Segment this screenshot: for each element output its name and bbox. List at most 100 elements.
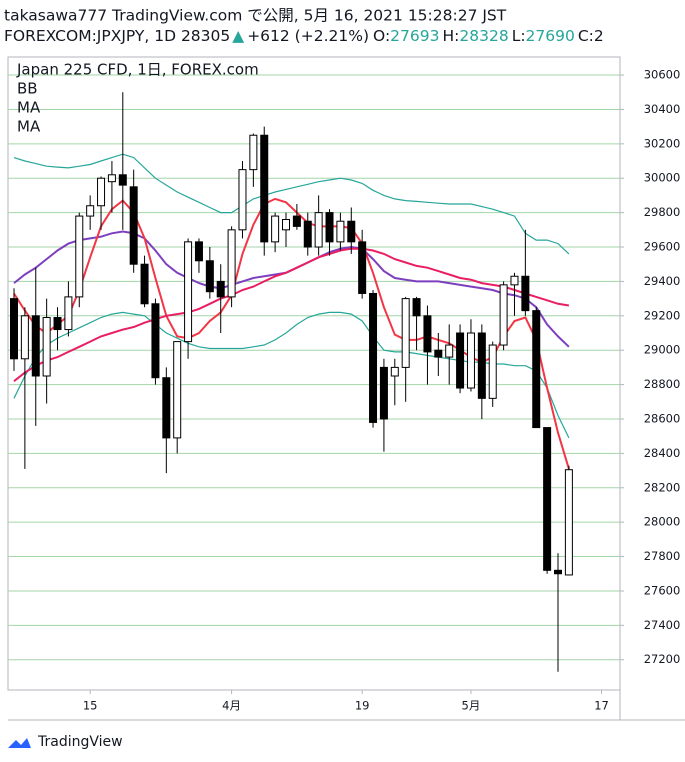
candle-body xyxy=(445,344,454,358)
indicator-line xyxy=(13,247,570,382)
change: +612 (+2.21%) xyxy=(247,27,369,45)
legend-entry: MA xyxy=(17,118,41,136)
candle-body xyxy=(227,229,236,298)
candle-body xyxy=(456,332,465,389)
indicators xyxy=(13,153,570,470)
candle-body xyxy=(151,303,160,379)
candle-body xyxy=(325,212,334,243)
candle-body xyxy=(499,284,508,346)
candle-body xyxy=(303,220,312,248)
candle-body xyxy=(216,280,225,298)
candles xyxy=(10,92,573,672)
change-arrow: ▲ xyxy=(232,27,244,45)
candle-body xyxy=(369,292,378,423)
candle-body xyxy=(282,219,290,231)
y-tick-label: 30000 xyxy=(644,171,681,185)
candle-body xyxy=(194,241,203,262)
candle-body xyxy=(434,349,443,358)
y-tick-label: 29600 xyxy=(644,240,681,254)
candle-body xyxy=(20,315,29,360)
candle-body xyxy=(554,569,562,575)
y-tick-label: 28600 xyxy=(644,411,681,425)
candle-body xyxy=(64,296,73,331)
indicator-line xyxy=(13,153,570,255)
x-tick-label: 4月 xyxy=(222,699,241,713)
candle-body xyxy=(86,205,95,217)
x-tick-label: 15 xyxy=(83,699,98,713)
candle-body xyxy=(347,220,356,243)
low-value: 27690 xyxy=(526,27,575,45)
candle-body xyxy=(510,275,519,286)
candle-body xyxy=(532,310,541,429)
candle-body xyxy=(543,427,552,571)
candle-body xyxy=(184,241,193,343)
candle-body xyxy=(292,215,301,227)
chart-title: Japan 225 CFD, 1日, FOREX.com xyxy=(16,61,259,79)
candle-body xyxy=(379,366,388,420)
open-value: 27693 xyxy=(390,27,439,45)
candle-body xyxy=(564,469,573,576)
high-label: H: xyxy=(442,27,459,45)
y-tick-label: 27200 xyxy=(644,652,681,666)
candle-body xyxy=(53,317,62,331)
x-tick-label: 19 xyxy=(355,699,370,713)
legend-entry: BB xyxy=(17,80,38,98)
pane-frame xyxy=(7,56,621,691)
close-label: C:2 xyxy=(578,27,604,45)
candle-body xyxy=(205,260,214,293)
candle-body xyxy=(466,332,475,389)
candle-body xyxy=(162,377,171,439)
candle-body xyxy=(249,134,258,171)
candle-body xyxy=(10,298,18,360)
candle-body xyxy=(260,134,269,243)
publish-line: takasawa777 TradingView.com で公開, 5月 16, … xyxy=(4,7,507,25)
low-label: L: xyxy=(512,27,526,45)
symbol-line: FOREXCOM:JPXJPY, 1D 28305 ▲ +612 (+2.21%) O… xyxy=(4,27,604,45)
x-tick-label: 17 xyxy=(594,699,609,713)
candle-body xyxy=(477,332,486,399)
y-tick-label: 28000 xyxy=(644,515,681,529)
y-tick-label: 29800 xyxy=(644,205,681,219)
candle-body xyxy=(390,366,399,377)
y-tick-label: 30400 xyxy=(644,102,681,116)
footer-logo: TradingView xyxy=(8,734,123,750)
y-tick-label: 28400 xyxy=(644,446,681,460)
y-tick-label: 28200 xyxy=(644,480,681,494)
y-tick-label: 29000 xyxy=(644,343,681,357)
candle-body xyxy=(140,263,149,305)
indicator-line xyxy=(13,311,570,439)
candle-body xyxy=(129,186,138,265)
y-tick-label: 30200 xyxy=(644,136,681,150)
high-value: 28328 xyxy=(459,27,508,45)
indicator-line xyxy=(13,230,570,348)
logo-text: TradingView xyxy=(37,734,123,750)
candle-body xyxy=(75,215,84,298)
candle-body xyxy=(314,212,323,248)
y-tick-label: 29200 xyxy=(644,308,681,322)
y-tick-label: 28800 xyxy=(644,377,681,391)
y-tick-label: 27600 xyxy=(644,583,681,597)
indicator-line xyxy=(13,197,570,470)
candle-body xyxy=(358,241,367,294)
candle-body xyxy=(488,344,497,399)
y-tick-label: 27400 xyxy=(644,618,681,632)
open-label: O: xyxy=(373,27,390,45)
candle-body xyxy=(401,298,410,368)
candle-body xyxy=(97,177,106,207)
candle-body xyxy=(238,169,247,231)
y-tick-label: 27800 xyxy=(644,549,681,563)
candle-body xyxy=(423,315,432,353)
candle-body xyxy=(271,215,280,243)
candle-body xyxy=(107,174,116,183)
legend-entry: MA xyxy=(17,99,41,117)
candle-body xyxy=(118,174,127,186)
logo-mark xyxy=(8,738,31,748)
candle-body xyxy=(31,315,40,377)
y-tick-label: 30600 xyxy=(644,68,681,82)
candle-body xyxy=(42,317,51,377)
axes: 27200 27400 27600 27800 28000 28200 28400 28600… xyxy=(83,68,680,713)
y-tick-label: 29400 xyxy=(644,274,681,288)
candle-body xyxy=(173,341,182,439)
